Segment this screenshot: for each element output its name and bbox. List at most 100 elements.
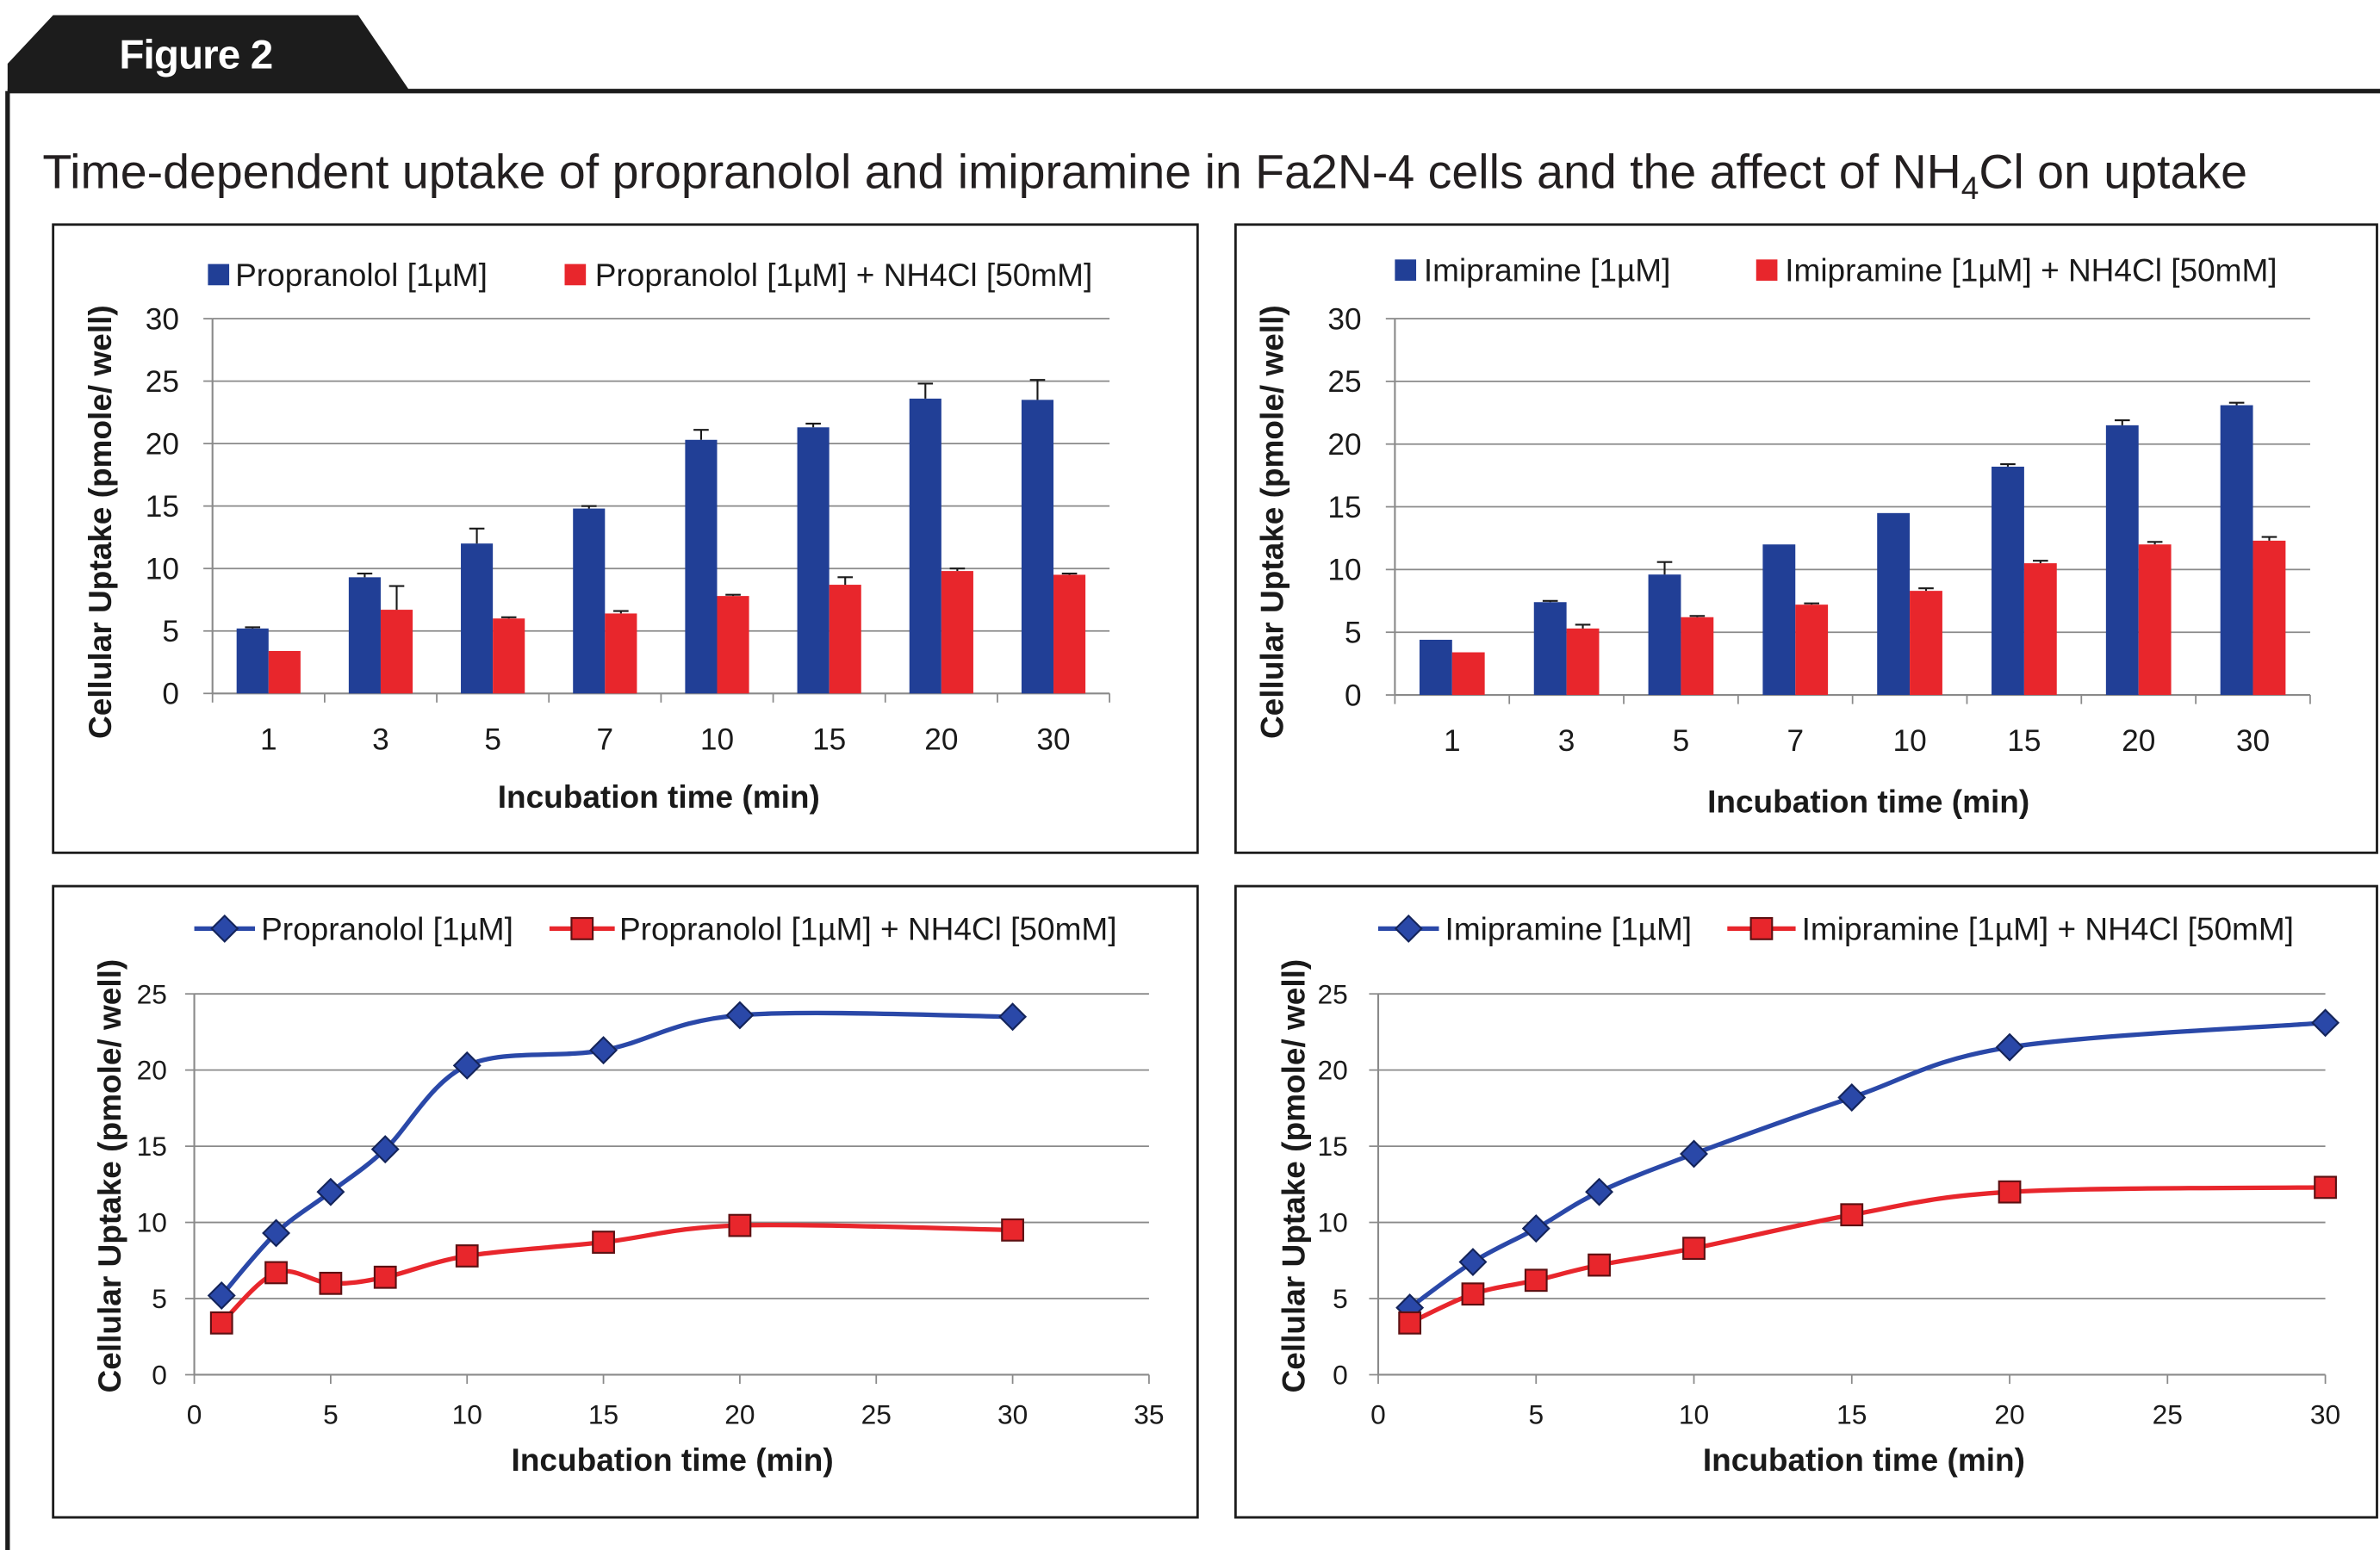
y-tick-label: 25 bbox=[146, 365, 179, 399]
legend-swatch bbox=[564, 264, 587, 286]
y-tick-label: 15 bbox=[146, 490, 179, 524]
legend-marker bbox=[1749, 917, 1774, 940]
data-point-marker bbox=[1461, 1282, 1485, 1306]
error-bar bbox=[1689, 615, 1706, 617]
data-point-marker bbox=[589, 1036, 618, 1065]
error-bar bbox=[469, 527, 485, 544]
data-point-marker bbox=[1995, 1032, 2024, 1062]
bar bbox=[1566, 628, 1600, 696]
error-bar bbox=[2033, 560, 2048, 564]
error-bar bbox=[1542, 599, 1558, 603]
data-point-marker bbox=[209, 1311, 233, 1335]
bar bbox=[1053, 574, 1086, 694]
x-tick-label: 15 bbox=[588, 1398, 618, 1429]
bar bbox=[1021, 400, 1054, 694]
data-point-marker bbox=[262, 1218, 291, 1248]
bar bbox=[573, 508, 606, 694]
bar bbox=[605, 613, 637, 694]
legend-item: Imipramine [1µM] bbox=[1395, 253, 1670, 288]
imipramine-line-chart: 0 5 10 15 20 25 0 5 10 15 20 25 30 Imipramine [1µM] Im… bbox=[1233, 884, 2378, 1519]
data-point-marker bbox=[1682, 1237, 1706, 1261]
bar bbox=[1419, 639, 1452, 696]
legend-label: Propranolol [1µM] + NH4Cl [50mM] bbox=[619, 911, 1117, 946]
x-axis-title: Incubation time (min) bbox=[1707, 784, 2029, 819]
propranolol-bar-chart: 0 5 10 15 20 25 30 1 3 5 7 10 15 20 30 Propranolol [1µM… bbox=[52, 223, 1199, 854]
x-tick-label: 5 bbox=[323, 1398, 339, 1429]
x-tick-label: 25 bbox=[2153, 1398, 2183, 1429]
legend-label: Propranolol [1µM] bbox=[261, 911, 513, 946]
data-point-marker bbox=[1837, 1083, 1867, 1112]
x-tick-label: 0 bbox=[187, 1398, 202, 1429]
bar bbox=[380, 610, 413, 694]
error-bar bbox=[2228, 401, 2245, 406]
data-point-marker bbox=[1524, 1268, 1548, 1293]
legend-marker bbox=[1394, 914, 1423, 943]
data-point-marker bbox=[998, 1002, 1028, 1032]
data-point-marker bbox=[728, 1213, 752, 1237]
data-point-marker bbox=[264, 1261, 288, 1285]
legend-label: Propranolol [1µM] bbox=[235, 257, 488, 293]
error-bar bbox=[837, 576, 854, 586]
data-point-marker bbox=[725, 1001, 755, 1030]
legend-item: Imipramine [1µM] + NH4Cl [50mM] bbox=[1727, 911, 2294, 946]
data-point-marker bbox=[2311, 1008, 2340, 1038]
y-tick-label: 15 bbox=[137, 1131, 167, 1162]
x-tick-label: 3 bbox=[372, 722, 389, 756]
bar bbox=[941, 571, 973, 694]
bar bbox=[461, 543, 494, 694]
figure-title: Time-dependent uptake of propranolol and… bbox=[42, 146, 2247, 206]
y-tick-label: 5 bbox=[1333, 1283, 1348, 1314]
error-bar bbox=[917, 382, 934, 399]
error-bar bbox=[2261, 536, 2277, 541]
bar bbox=[717, 596, 749, 694]
error-bar bbox=[725, 593, 741, 597]
bar bbox=[797, 427, 830, 694]
x-tick-label: 5 bbox=[1528, 1398, 1544, 1429]
y-tick-label: 10 bbox=[146, 553, 179, 586]
x-tick-label: 15 bbox=[2007, 724, 2041, 758]
bar bbox=[268, 650, 301, 694]
error-bar bbox=[388, 585, 405, 611]
data-point-marker bbox=[1001, 1218, 1024, 1242]
error-bar bbox=[1575, 623, 1591, 629]
y-tick-label: 30 bbox=[1327, 302, 1361, 336]
x-tick-label: 35 bbox=[1134, 1398, 1164, 1429]
legend-item: Propranolol [1µM] + NH4Cl [50mM] bbox=[564, 257, 1093, 293]
x-tick-label: 10 bbox=[1892, 724, 1926, 758]
x-tick-label: 7 bbox=[597, 722, 614, 756]
y-tick-label: 10 bbox=[1317, 1207, 1347, 1238]
chart-panel-border bbox=[52, 884, 1199, 1519]
bar bbox=[348, 577, 381, 694]
legend-swatch bbox=[1755, 259, 1778, 281]
y-tick-label: 0 bbox=[152, 1360, 167, 1391]
propranolol-line-chart: 0 5 10 15 20 25 0 5 10 15 20 25 30 35 Propranolol [1µM… bbox=[52, 884, 1199, 1519]
bar bbox=[909, 398, 941, 694]
y-tick-label: 20 bbox=[1327, 428, 1361, 462]
y-axis-title: Cellular Uptake (pmole/ well) bbox=[1255, 305, 1290, 739]
data-point-marker bbox=[1521, 1214, 1550, 1243]
y-axis-title: Cellular Uptake (pmole/ well) bbox=[83, 305, 118, 739]
legend-swatch bbox=[1395, 259, 1417, 281]
error-bar bbox=[245, 626, 261, 629]
figure-title-subscript: 4 bbox=[1961, 170, 1979, 206]
x-tick-label: 10 bbox=[700, 722, 734, 756]
x-tick-label: 0 bbox=[1370, 1398, 1386, 1429]
bar bbox=[2253, 540, 2286, 696]
y-tick-label: 25 bbox=[1317, 978, 1347, 1009]
y-tick-label: 25 bbox=[1327, 365, 1361, 399]
bar bbox=[2105, 425, 2139, 696]
y-tick-label: 10 bbox=[137, 1207, 167, 1238]
y-tick-label: 10 bbox=[1327, 554, 1361, 587]
legend-label: Propranolol [1µM] + NH4Cl [50mM] bbox=[595, 257, 1093, 293]
data-point-marker bbox=[1398, 1311, 1422, 1335]
error-bar bbox=[357, 572, 373, 578]
bar bbox=[1533, 602, 1567, 696]
legend-item: Imipramine [1µM] + NH4Cl [50mM] bbox=[1755, 253, 2277, 288]
y-tick-label: 25 bbox=[137, 978, 167, 1009]
x-axis-title: Incubation time (min) bbox=[1703, 1442, 2025, 1478]
error-bar bbox=[1029, 379, 1046, 400]
x-tick-label: 7 bbox=[1787, 724, 1804, 758]
data-point-marker bbox=[370, 1135, 400, 1164]
error-bar bbox=[693, 429, 709, 440]
